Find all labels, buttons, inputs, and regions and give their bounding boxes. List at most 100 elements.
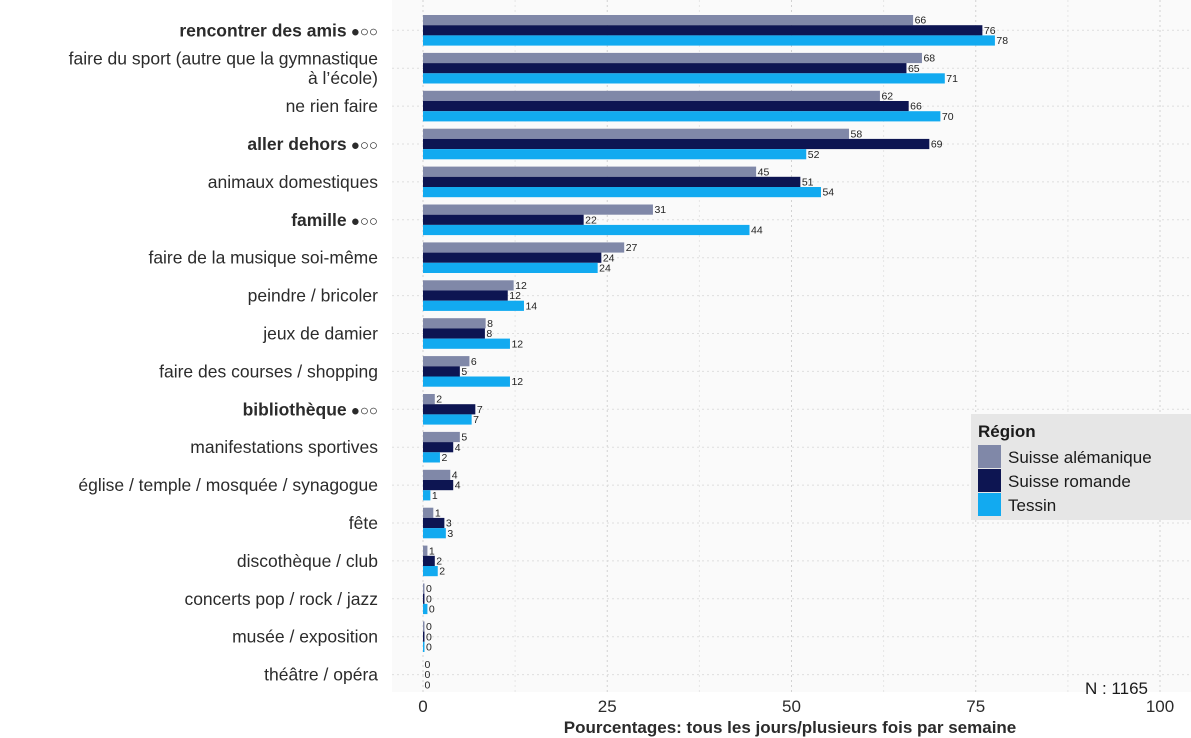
legend-label: Suisse romande: [1008, 472, 1131, 491]
x-tick-labels: 0 25 50 75 100: [418, 697, 1174, 716]
bar-value-label: 4: [452, 470, 458, 482]
bar-value-label: 0: [426, 593, 432, 605]
bar-value-label: 24: [603, 252, 615, 264]
bar-tessin: [423, 528, 446, 539]
bar-value-label: 78: [996, 35, 1008, 47]
bar-value-label: 22: [585, 214, 597, 226]
sample-size-note: N : 1165: [1085, 679, 1148, 698]
bar-tessin: [423, 603, 428, 615]
x-tick-label: 100: [1146, 697, 1174, 716]
bar-alemanique: [423, 280, 514, 291]
bar-value-label: 8: [486, 328, 492, 340]
bar-value-label: 0: [429, 604, 435, 616]
bar-value-label: 0: [426, 583, 432, 595]
bar-value-label: 44: [751, 225, 763, 237]
category-label: église / temple / mosquée / synagogue: [78, 475, 378, 495]
bar-value-label: 0: [426, 631, 432, 643]
bar-romande: [423, 442, 454, 453]
bar-value-label: 52: [808, 149, 820, 161]
bar-value-label: 58: [850, 128, 862, 140]
bar-value-label: 68: [923, 53, 935, 65]
category-label: famille ●○○: [291, 210, 378, 230]
category-label: peindre / bricoler: [248, 286, 379, 306]
bar-value-label: 5: [461, 366, 467, 378]
category-label: faire de la musique soi-même: [148, 248, 378, 268]
bar-alemanique: [423, 356, 470, 367]
bar-romande: [423, 101, 909, 112]
bar-value-label: 14: [525, 300, 537, 312]
category-label: théâtre / opéra: [264, 665, 378, 685]
bar-tessin: [423, 641, 425, 652]
x-axis-label: Pourcentages: tous les jours/plusieurs f…: [564, 718, 1017, 737]
bar-romande: [423, 214, 584, 225]
bar-value-label: 76: [984, 25, 996, 37]
bar-value-label: 51: [802, 177, 814, 189]
bar-value-label: 7: [473, 414, 479, 426]
bar-value-label: 12: [511, 376, 523, 388]
bar-value-label: 8: [487, 318, 493, 330]
legend-swatch: [978, 445, 1001, 468]
value-labels: 6676786865716266705869524551543122442724…: [425, 15, 1009, 692]
legend-title: Région: [978, 422, 1036, 441]
bar-tessin: [423, 452, 440, 463]
bar-value-label: 4: [455, 442, 461, 454]
bar-value-label: 0: [426, 642, 432, 654]
bar-value-label: 66: [910, 101, 922, 113]
bar-value-label: 45: [758, 166, 770, 178]
bar-value-label: 71: [946, 73, 958, 85]
bar-value-label: 31: [654, 204, 666, 216]
bar-value-label: 70: [942, 111, 954, 123]
bar-romande: [423, 480, 454, 491]
bar-tessin: [423, 300, 524, 311]
bar-romande: [423, 555, 435, 566]
bar-romande: [423, 290, 508, 301]
x-tick-label: 50: [782, 697, 801, 716]
bar-romande: [423, 631, 425, 642]
bar-alemanique: [423, 431, 460, 443]
bar-value-label: 12: [509, 290, 521, 302]
bar-value-label: 2: [436, 394, 442, 406]
bar-romande: [423, 63, 907, 74]
bar-value-label: 1: [429, 545, 435, 557]
bar-romande: [423, 593, 425, 604]
bar-alemanique: [423, 583, 425, 594]
bar-romande: [423, 404, 476, 415]
x-tick-label: 25: [598, 697, 617, 716]
x-tick-label: 75: [966, 697, 985, 716]
bar-tessin: [423, 414, 472, 425]
category-label: aller dehors ●○○: [247, 134, 378, 154]
legend-label: Tessin: [1008, 496, 1056, 515]
bar-value-label: 54: [822, 187, 834, 199]
category-label: jeux de damier: [262, 324, 378, 344]
x-tick-label: 0: [418, 697, 427, 716]
bar-tessin: [423, 338, 510, 349]
bar-tessin: [423, 187, 821, 198]
bar-tessin: [423, 490, 431, 501]
category-label: faire des courses / shopping: [159, 361, 378, 381]
bar-value-label: 6: [471, 356, 477, 368]
category-label: rencontrer des amis ●○○: [179, 20, 378, 40]
bar-romande: [423, 138, 930, 150]
legend-swatch: [978, 469, 1001, 492]
bar-alemanique: [423, 242, 625, 253]
legend-background: [971, 414, 1191, 520]
bar-value-label: 3: [446, 518, 452, 530]
bar-alemanique: [423, 204, 653, 215]
legend-swatch: [978, 493, 1001, 516]
category-label: ne rien faire: [286, 96, 378, 116]
bar-tessin: [423, 566, 438, 577]
bar-tessin: [423, 35, 995, 46]
category-label: à l’école): [308, 68, 378, 88]
bar-value-label: 7: [477, 404, 483, 416]
bar-tessin: [423, 73, 945, 84]
bar-alemanique: [423, 394, 435, 405]
bar-alemanique: [423, 545, 428, 556]
legend-label: Suisse alémanique: [1008, 448, 1152, 467]
bar-value-label: 3: [447, 528, 453, 540]
bar-value-label: 12: [511, 338, 523, 350]
bar-alemanique: [423, 166, 757, 177]
bar-alemanique: [423, 469, 451, 480]
bar-tessin: [423, 376, 510, 387]
bar-value-label: 66: [915, 15, 927, 27]
